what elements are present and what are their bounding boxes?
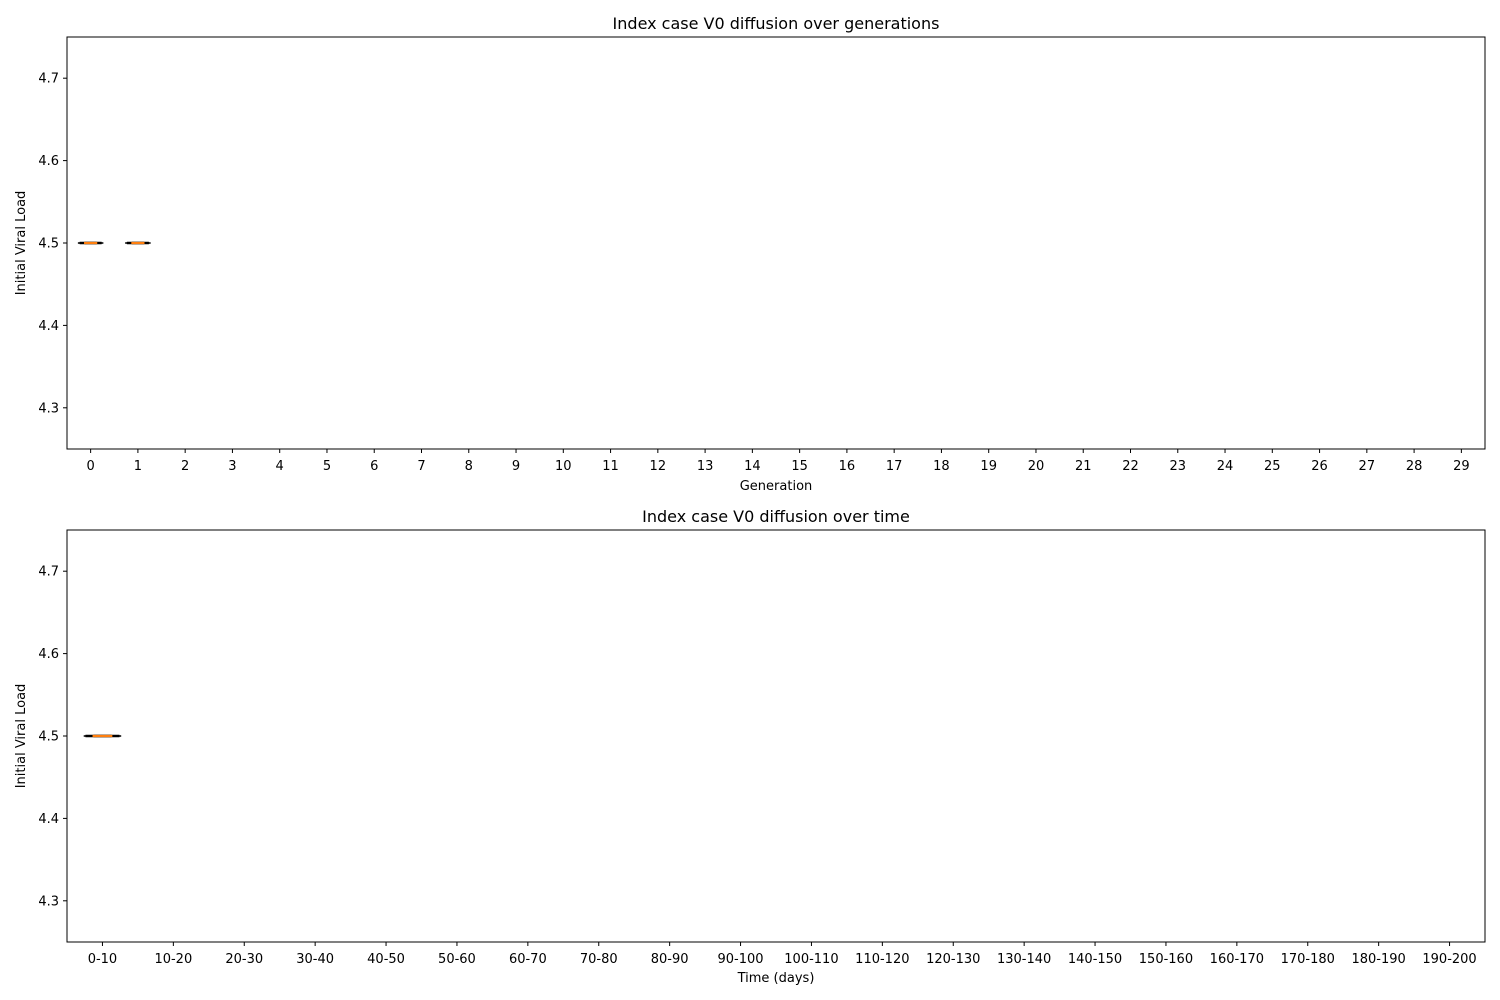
x-tick-label: 90-100 — [718, 952, 764, 967]
x-tick-label: 140-150 — [1068, 952, 1122, 967]
x-tick-label: 130-140 — [997, 952, 1051, 967]
x-tick-label: 2 — [181, 459, 189, 474]
x-tick-label: 16 — [839, 459, 856, 474]
x-tick-label: 9 — [512, 459, 520, 474]
x-tick-label: 20 — [1028, 459, 1045, 474]
x-tick-label: 24 — [1217, 459, 1234, 474]
x-tick-label: 70-80 — [580, 952, 618, 967]
chart-title: Index case V0 diffusion over time — [642, 507, 910, 526]
x-tick-label: 25 — [1264, 459, 1281, 474]
x-tick-label: 0 — [86, 459, 94, 474]
y-tick-label: 4.3 — [38, 401, 59, 416]
x-tick-label: 23 — [1169, 459, 1186, 474]
x-tick-label: 5 — [323, 459, 331, 474]
x-tick-label: 190-200 — [1422, 952, 1476, 967]
x-tick-label: 50-60 — [438, 952, 476, 967]
x-axis-label: Generation — [740, 479, 813, 494]
y-tick-label: 4.5 — [38, 237, 59, 252]
x-tick-label: 0-10 — [88, 952, 118, 967]
x-tick-label: 10 — [555, 459, 572, 474]
x-tick-label: 19 — [980, 459, 997, 474]
x-tick-label: 21 — [1075, 459, 1092, 474]
y-tick-label: 4.3 — [38, 894, 59, 909]
x-tick-label: 160-170 — [1210, 952, 1264, 967]
x-tick-label: 17 — [886, 459, 903, 474]
x-tick-label: 30-40 — [296, 952, 334, 967]
y-axis-label: Initial Viral Load — [14, 684, 29, 789]
x-tick-label: 12 — [650, 459, 667, 474]
x-tick-label: 170-180 — [1281, 952, 1335, 967]
x-tick-label: 3 — [228, 459, 236, 474]
x-tick-label: 18 — [933, 459, 950, 474]
y-tick-label: 4.4 — [38, 812, 59, 827]
x-tick-label: 1 — [134, 459, 142, 474]
y-tick-label: 4.7 — [38, 72, 59, 87]
chart-generations: Index case V0 diffusion over generations… — [14, 14, 1486, 494]
x-tick-label: 120-130 — [926, 952, 980, 967]
x-tick-label: 7 — [417, 459, 425, 474]
x-tick-label: 80-90 — [651, 952, 689, 967]
x-tick-label: 11 — [602, 459, 619, 474]
x-tick-label: 29 — [1453, 459, 1470, 474]
x-tick-label: 180-190 — [1351, 952, 1405, 967]
y-tick-label: 4.4 — [38, 319, 59, 334]
x-tick-label: 4 — [276, 459, 284, 474]
x-tick-label: 13 — [697, 459, 714, 474]
x-tick-label: 110-120 — [855, 952, 909, 967]
x-tick-label: 20-30 — [225, 952, 263, 967]
x-axis-label: Time (days) — [737, 971, 815, 986]
plot-frame — [66, 529, 1486, 943]
x-tick-label: 60-70 — [509, 952, 547, 967]
x-tick-label: 10-20 — [154, 952, 192, 967]
y-tick-label: 4.6 — [38, 154, 59, 169]
x-tick-label: 14 — [744, 459, 761, 474]
y-ticks: 4.3 4.4 4.5 4.6 4.7 — [38, 72, 67, 416]
chart-title: Index case V0 diffusion over generations — [613, 14, 940, 33]
y-ticks: 4.3 4.4 4.5 4.6 4.7 — [38, 565, 67, 909]
y-axis-label: Initial Viral Load — [14, 191, 29, 296]
x-tick-label: 26 — [1311, 459, 1328, 474]
x-tick-label: 15 — [791, 459, 808, 474]
chart-time: Index case V0 diffusion over time 4.3 4.4… — [14, 507, 1486, 986]
x-tick-label: 150-160 — [1139, 952, 1193, 967]
x-tick-label: 100-110 — [784, 952, 838, 967]
x-ticks: 0-10 10-20 20-30 30-40 40-50 50-60 60-70 70-80 8… — [88, 942, 1477, 967]
x-ticks: 0 1 2 3 4 5 6 7 8 9 10 11 12 13 14 15 16 17 18 19 20 21 22 23 24… — [86, 449, 1470, 474]
x-tick-label: 22 — [1122, 459, 1139, 474]
y-tick-label: 4.6 — [38, 647, 59, 662]
plot-frame — [66, 36, 1486, 450]
y-tick-label: 4.5 — [38, 730, 59, 745]
x-tick-label: 40-50 — [367, 952, 405, 967]
x-tick-label: 6 — [370, 459, 378, 474]
x-tick-label: 8 — [465, 459, 473, 474]
x-tick-label: 27 — [1359, 459, 1376, 474]
x-tick-label: 28 — [1406, 459, 1423, 474]
y-tick-label: 4.7 — [38, 565, 59, 580]
